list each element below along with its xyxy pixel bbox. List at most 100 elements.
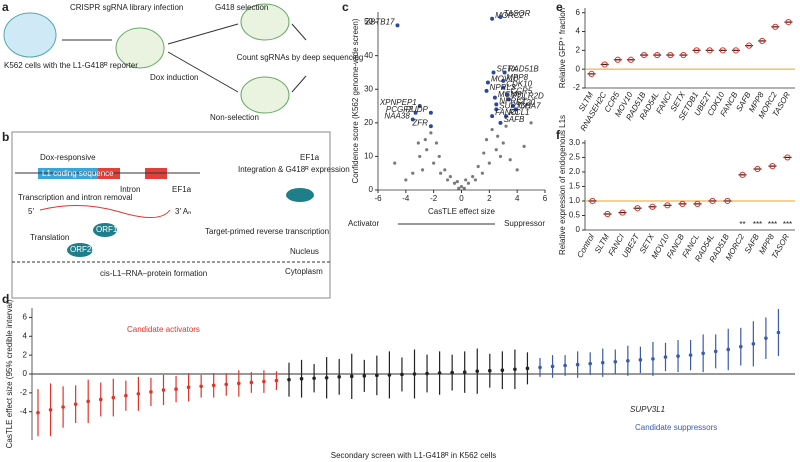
y-tick-label: -4 <box>20 407 28 416</box>
point <box>224 382 229 387</box>
panel-label: a <box>2 0 9 14</box>
x-tick-label: 0 <box>459 194 464 203</box>
point <box>462 186 466 190</box>
point <box>638 358 643 362</box>
y-tick-label: 0 <box>369 185 374 194</box>
point <box>249 380 254 385</box>
point <box>423 138 427 142</box>
y-tick-label: 0.5 <box>569 211 581 220</box>
point <box>754 165 761 173</box>
annotation: Suppressor <box>504 219 545 228</box>
y-axis-label: Relative expression of endogenous L1s <box>558 115 567 255</box>
point <box>437 371 442 375</box>
infected-cells <box>115 27 165 69</box>
point <box>174 387 178 391</box>
panel-label: d <box>2 292 9 306</box>
point <box>480 171 484 175</box>
point <box>588 70 595 77</box>
point <box>452 181 457 185</box>
point <box>513 367 517 372</box>
rna <box>39 205 171 218</box>
point <box>634 205 641 212</box>
point <box>437 154 441 159</box>
point-label: NPRL3 <box>490 83 516 92</box>
point <box>490 16 495 21</box>
text: Non-selection <box>210 113 259 122</box>
y-tick-label: -2 <box>20 388 28 397</box>
point <box>428 110 433 115</box>
panel-label: f <box>556 128 561 142</box>
point <box>416 141 420 145</box>
point <box>439 171 443 175</box>
point <box>36 410 40 415</box>
point <box>525 366 530 371</box>
y-axis-label: CasTLE effect size (95% credible interva… <box>5 299 14 448</box>
panel-label: e <box>556 0 563 14</box>
point <box>349 374 354 379</box>
point <box>663 355 668 359</box>
y-tick-label: 2.0 <box>569 167 581 176</box>
point <box>136 392 141 396</box>
point <box>425 148 429 152</box>
text: cis-L1–RNA–protein formation <box>100 269 207 278</box>
point <box>713 349 718 354</box>
point <box>494 102 499 107</box>
point <box>498 120 503 125</box>
point <box>412 372 417 376</box>
point <box>211 383 216 388</box>
point-label: CDK10 <box>506 80 532 89</box>
point-label: NPRL2 <box>499 96 525 105</box>
point <box>410 117 415 122</box>
point <box>784 154 791 161</box>
point <box>505 92 510 97</box>
point <box>701 351 705 356</box>
point <box>429 131 433 135</box>
point <box>484 88 489 93</box>
point <box>498 15 503 20</box>
point <box>588 361 592 366</box>
point <box>475 369 480 373</box>
text: 5′ <box>28 207 34 216</box>
significance: *** <box>753 220 762 229</box>
point <box>485 80 490 85</box>
point <box>550 364 555 369</box>
point <box>492 95 497 100</box>
point <box>428 124 433 129</box>
point <box>654 51 661 59</box>
point <box>651 357 655 361</box>
y-tick-label: 10 <box>364 152 373 161</box>
x-tick-label: Control <box>575 232 596 259</box>
point <box>274 378 279 383</box>
point <box>745 42 753 49</box>
y-tick-label: 2 <box>576 45 581 54</box>
y-tick-label: -2 <box>573 83 581 92</box>
point <box>688 353 693 357</box>
orf2p-blob <box>286 188 314 202</box>
point-label: MPP8 <box>506 73 528 82</box>
point <box>413 110 418 115</box>
x-tick-label: 2 <box>487 194 492 203</box>
y-axis-label: Relative GFP⁺ fraction <box>558 8 567 88</box>
point <box>676 354 680 358</box>
point <box>504 114 509 119</box>
point <box>473 178 478 182</box>
point <box>443 168 447 172</box>
orf2p-blob <box>67 243 93 257</box>
point <box>498 154 503 159</box>
point <box>604 210 611 218</box>
point <box>732 47 740 54</box>
point <box>86 399 90 404</box>
point <box>237 381 241 386</box>
y-tick-label: 6 <box>576 8 581 17</box>
point <box>494 107 499 112</box>
x-tick-label: 6 <box>543 194 548 203</box>
point <box>299 376 304 381</box>
point <box>600 360 605 365</box>
point <box>522 144 526 148</box>
y-tick-label: 20 <box>364 118 373 127</box>
point <box>476 164 480 169</box>
point-label: PUDP <box>406 105 429 114</box>
point <box>751 342 756 346</box>
point <box>450 370 454 375</box>
point <box>395 23 400 28</box>
